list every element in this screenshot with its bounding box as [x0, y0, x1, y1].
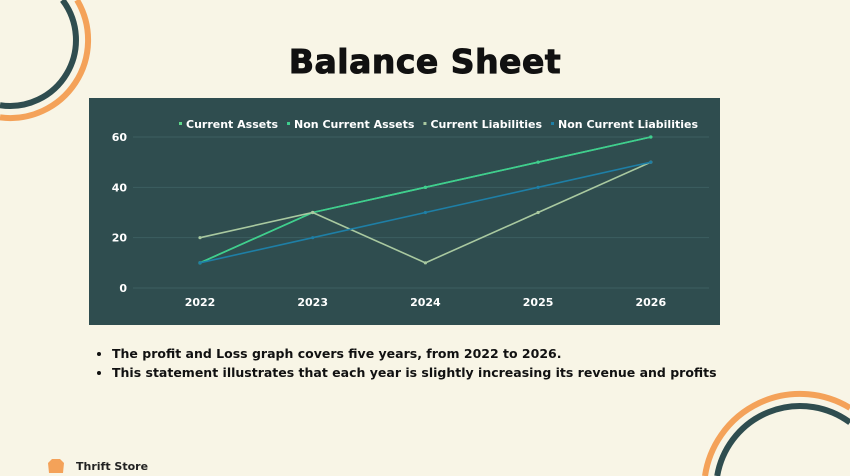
bullet-item: The profit and Loss graph covers five ye…	[112, 346, 717, 361]
series-line-current-assets	[199, 136, 651, 264]
legend-marker	[287, 122, 291, 125]
data-point	[198, 261, 202, 265]
y-tick-label: 40	[112, 181, 128, 194]
legend-label: Current Assets	[186, 118, 278, 131]
dark-arc-bottom-right	[714, 403, 850, 476]
bullet-item: This statement illustrates that each yea…	[112, 365, 717, 380]
data-point	[311, 236, 315, 240]
sweater-icon	[48, 459, 64, 473]
slide-title: Balance Sheet	[288, 42, 562, 82]
data-point	[198, 236, 202, 240]
x-tick-label: 2024	[410, 296, 441, 309]
x-tick-label: 2026	[635, 296, 666, 309]
data-point	[536, 210, 540, 215]
chart-svg: 0 20 40 60 2022 2023 2024 2025 2026 Current Asset…	[112, 118, 709, 309]
dark-arc-top-left	[0, 0, 79, 109]
data-point	[649, 135, 653, 139]
y-tick-label: 20	[112, 232, 128, 245]
legend-label: Current Liabilities	[430, 118, 542, 131]
x-tick-label: 2025	[523, 296, 554, 309]
series-line-non-current-assets	[199, 136, 651, 264]
x-tick-label: 2022	[185, 296, 216, 309]
line-chart: 0 20 40 60 2022 2023 2024 2025 2026 Current Asset…	[89, 98, 720, 325]
footer: Thrift Store	[48, 458, 148, 474]
legend-label: Non Current Assets	[294, 118, 415, 131]
data-point	[423, 185, 427, 189]
data-point	[311, 210, 315, 215]
orange-arc-top-left	[0, 0, 92, 122]
y-tick-label: 60	[112, 131, 128, 144]
data-point	[536, 185, 540, 189]
brand-name: Thrift Store	[76, 459, 149, 473]
legend-marker	[179, 122, 182, 125]
orange-arc-bottom-right	[702, 390, 850, 476]
data-point	[423, 261, 427, 265]
y-tick-label: 0	[119, 282, 127, 295]
bullet-list: The profit and Loss graph covers five ye…	[98, 346, 717, 384]
x-tick-label: 2023	[297, 296, 328, 309]
legend-marker	[423, 122, 427, 125]
data-point	[536, 160, 540, 164]
legend-label: Non Current Liabilities	[558, 118, 698, 131]
data-point	[423, 210, 427, 215]
data-point	[649, 160, 653, 164]
legend-marker	[551, 122, 555, 125]
